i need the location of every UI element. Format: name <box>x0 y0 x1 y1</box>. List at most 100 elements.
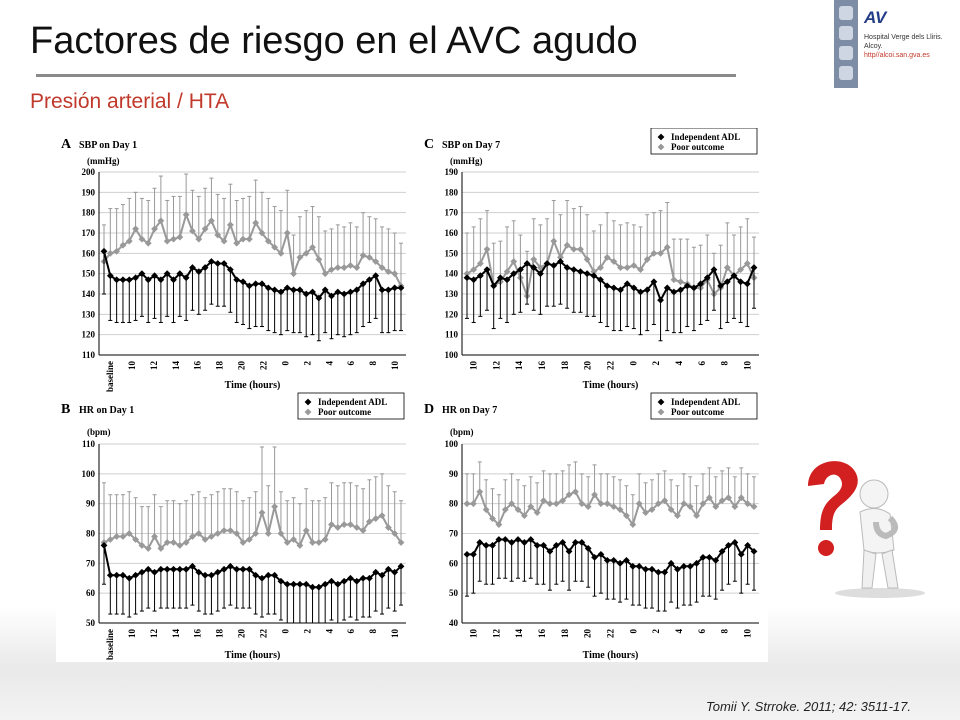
data-point <box>470 276 478 284</box>
data-point <box>340 290 348 298</box>
data-point <box>366 254 373 261</box>
data-point <box>667 506 675 514</box>
series-independent-adl <box>100 247 405 342</box>
data-point <box>163 237 171 245</box>
data-point <box>603 556 611 564</box>
y-tick-label: 80 <box>86 529 96 539</box>
data-point <box>220 565 228 573</box>
data-point <box>654 500 662 508</box>
data-point <box>530 256 538 263</box>
data-point <box>245 235 253 243</box>
chart-a: A SBP on Day 1(mmHg)110120130140150160170… <box>61 137 406 420</box>
data-point <box>226 266 234 273</box>
x-axis-label: Time (hours) <box>225 650 281 661</box>
data-point <box>233 239 241 247</box>
series-poor-outcome <box>100 173 405 290</box>
data-point <box>533 542 541 549</box>
data-point <box>119 241 127 249</box>
data-point <box>220 527 228 534</box>
data-point <box>384 286 392 294</box>
data-point <box>378 264 386 271</box>
legend-label: Poor outcome <box>671 142 724 152</box>
x-tick-label: 18 <box>560 629 570 639</box>
series-independent-adl <box>463 536 758 612</box>
data-point <box>550 237 558 245</box>
data-point <box>208 533 215 540</box>
data-point <box>283 229 291 237</box>
data-point <box>106 272 114 280</box>
data-point <box>302 249 310 257</box>
data-point <box>245 536 253 543</box>
data-point <box>290 270 297 278</box>
data-point <box>321 536 329 543</box>
x-tick-label: 16 <box>193 361 203 371</box>
y-tick-label: 160 <box>445 228 459 238</box>
data-point <box>340 521 348 528</box>
data-point <box>683 282 691 290</box>
x-tick-label: 22 <box>606 629 616 639</box>
data-point <box>195 268 203 276</box>
data-point <box>617 264 624 271</box>
data-point <box>176 565 184 573</box>
data-point <box>630 284 638 292</box>
data-point <box>347 521 354 528</box>
data-point <box>557 254 564 261</box>
data-point <box>359 574 367 582</box>
data-point <box>642 565 649 573</box>
legend-box <box>297 392 405 420</box>
x-tick-label: 2 <box>302 629 312 634</box>
x-tick-label: 18 <box>215 629 225 639</box>
data-point <box>302 290 310 298</box>
series-independent-adl <box>100 542 405 624</box>
hospital-url[interactable]: http//alcoi.san.gva.es <box>864 52 930 59</box>
data-point <box>657 249 664 257</box>
y-tick-label: 60 <box>86 588 96 598</box>
y-tick-label: 80 <box>449 499 459 509</box>
data-point <box>264 284 272 292</box>
data-point <box>391 568 399 576</box>
y-tick-label: 150 <box>82 269 96 279</box>
data-point <box>718 548 726 555</box>
data-point <box>603 254 611 261</box>
legend-label: Poor outcome <box>318 407 371 417</box>
data-point <box>195 530 203 537</box>
data-point <box>663 243 671 251</box>
data-point <box>340 577 348 585</box>
chart-letter: A <box>61 137 72 152</box>
y-tick-label: 50 <box>86 618 96 628</box>
data-point <box>258 229 266 237</box>
data-point <box>296 542 304 549</box>
y-tick-label: 100 <box>82 469 96 479</box>
data-point <box>170 276 177 284</box>
data-point <box>309 539 316 546</box>
data-point <box>616 506 624 514</box>
data-point <box>258 574 266 582</box>
data-point <box>583 270 591 278</box>
x-tick-label: 2 <box>302 361 312 366</box>
data-point <box>680 562 688 570</box>
legend-marker <box>657 143 665 151</box>
figure-panel: A SBP on Day 1 (mmHg) 110 120 130 140 150 160 170… <box>56 128 768 662</box>
data-point <box>501 536 509 543</box>
data-point <box>686 503 694 511</box>
data-point <box>577 268 584 276</box>
data-point <box>693 559 700 567</box>
chart-unit: (bpm) <box>450 427 474 437</box>
data-point <box>309 583 316 591</box>
data-point <box>321 286 329 294</box>
data-point <box>705 553 713 561</box>
x-tick-label: 4 <box>674 629 684 634</box>
legend-marker <box>657 133 665 141</box>
data-point <box>378 512 386 519</box>
x-tick-label: 2 <box>651 629 661 634</box>
data-point <box>384 524 392 531</box>
data-point <box>725 542 732 549</box>
data-point <box>315 539 323 546</box>
data-point <box>283 284 291 292</box>
hospital-city: Alcoy. <box>864 43 883 50</box>
data-point <box>686 562 694 570</box>
data-point <box>503 276 511 284</box>
data-point <box>643 286 651 294</box>
y-tick-label: 110 <box>82 439 96 449</box>
